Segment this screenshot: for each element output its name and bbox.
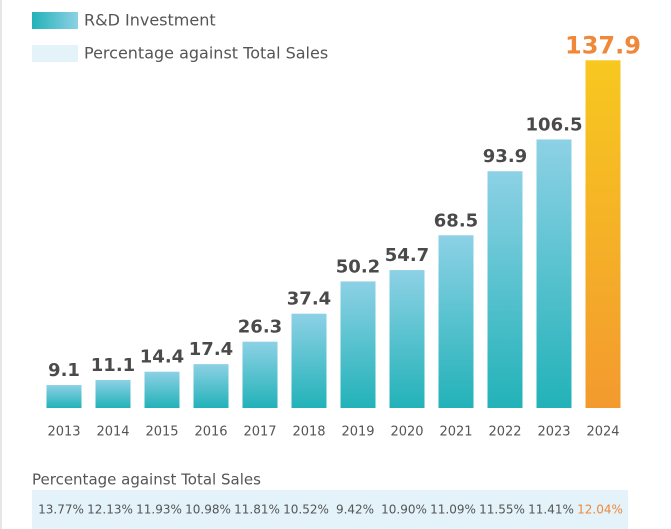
bar [487,171,523,408]
percentage-label: 10.90% [381,503,427,517]
legend-label: Percentage against Total Sales [84,44,328,63]
x-tick-label: 2018 [292,425,325,440]
legend-swatch [32,45,78,62]
bar [46,385,82,408]
percentage-label: 11.41% [528,503,574,517]
x-tick-label: 2013 [47,425,80,440]
x-tick-label: 2014 [96,425,129,440]
x-tick-label: 2022 [488,425,521,440]
value-label: 26.3 [238,317,282,338]
bar [242,341,278,408]
value-label: 68.5 [434,210,478,231]
percentage-label: 13.77% [38,503,84,517]
bar [340,281,376,408]
percentage-label: 11.93% [136,503,182,517]
value-label: 37.4 [287,289,331,310]
percentage-label: 11.09% [430,503,476,517]
value-label: 137.9 [565,31,641,59]
bar [585,60,621,409]
legend-label: R&D Investment [84,11,216,30]
bar [389,270,425,408]
value-label: 9.1 [48,360,80,381]
percentage-label: 12.04% [577,503,623,517]
percentage-band [32,490,628,529]
percentage-label: 10.52% [283,503,329,517]
bar [95,380,131,408]
percentage-label: 11.55% [479,503,525,517]
bar [144,371,180,408]
x-tick-label: 2024 [586,425,619,440]
bar [536,139,572,409]
x-tick-label: 2017 [243,425,276,440]
bar [291,313,327,408]
value-label: 11.1 [91,355,135,376]
x-tick-label: 2020 [390,425,423,440]
percentage-label: 9.42% [336,503,374,517]
table-title: Percentage against Total Sales [32,471,261,489]
value-label: 14.4 [140,347,184,368]
bar [438,235,474,408]
legend-swatch [32,12,78,29]
percentage-label: 10.98% [185,503,231,517]
value-label: 54.7 [385,245,429,266]
value-label: 106.5 [526,114,583,135]
x-tick-label: 2021 [439,425,472,440]
x-tick-label: 2015 [145,425,178,440]
value-label: 17.4 [189,339,233,360]
value-label: 50.2 [336,256,380,277]
value-label: 93.9 [483,146,527,167]
x-tick-label: 2016 [194,425,227,440]
percentage-label: 11.81% [234,503,280,517]
x-tick-label: 2019 [341,425,374,440]
bar [193,364,229,408]
x-tick-label: 2023 [537,425,570,440]
percentage-label: 12.13% [87,503,133,517]
